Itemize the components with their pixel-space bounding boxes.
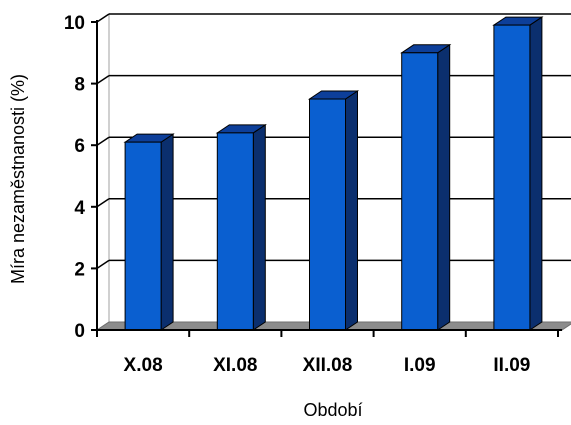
gridline-depth — [96, 74, 110, 85]
y-tick-label: 6 — [74, 136, 85, 157]
y-tick-label: 2 — [74, 259, 85, 280]
x-tick-labels: X.08 XI.08 XII.08 I.09 II.09 — [124, 355, 531, 376]
y-tick-label: 0 — [74, 321, 85, 342]
bar-side — [345, 90, 358, 331]
bar — [216, 132, 254, 331]
bar-side — [252, 123, 266, 331]
gridline-depth — [96, 136, 110, 146]
x-tick-label: XII.08 — [303, 355, 353, 376]
gridline-depth — [96, 13, 110, 23]
bar-XII.08 — [307, 90, 360, 331]
bar-XI.08 — [215, 123, 267, 331]
bar-side — [529, 16, 543, 331]
bar-I.09 — [400, 43, 452, 331]
bar-II.09 — [492, 16, 544, 331]
x-tick-label: XI.08 — [213, 355, 257, 376]
bar-side — [437, 43, 451, 331]
y-tick-labels: 0 2 4 6 8 10 — [64, 13, 86, 342]
x-tick-label: I.09 — [404, 355, 436, 376]
y-axis-label: Míra nezaměstnanosti (%) — [8, 74, 28, 284]
gridline-depth — [96, 198, 110, 208]
x-tick-label: X.08 — [124, 355, 163, 376]
bar-X.08 — [123, 133, 175, 331]
bar — [124, 141, 162, 331]
bar — [493, 24, 531, 331]
x-axis-label: Období — [303, 400, 362, 420]
bar — [401, 52, 439, 331]
bars-group — [123, 16, 544, 331]
y-tick-label: 10 — [64, 13, 85, 34]
bar-side — [160, 133, 174, 331]
y-tick-label: 4 — [74, 198, 85, 219]
y-tick-label: 8 — [74, 75, 85, 96]
side-wall — [96, 13, 110, 331]
gridline-depth — [96, 259, 110, 270]
bar — [309, 98, 346, 331]
x-tick-label: II.09 — [493, 355, 530, 376]
axes — [91, 20, 562, 337]
